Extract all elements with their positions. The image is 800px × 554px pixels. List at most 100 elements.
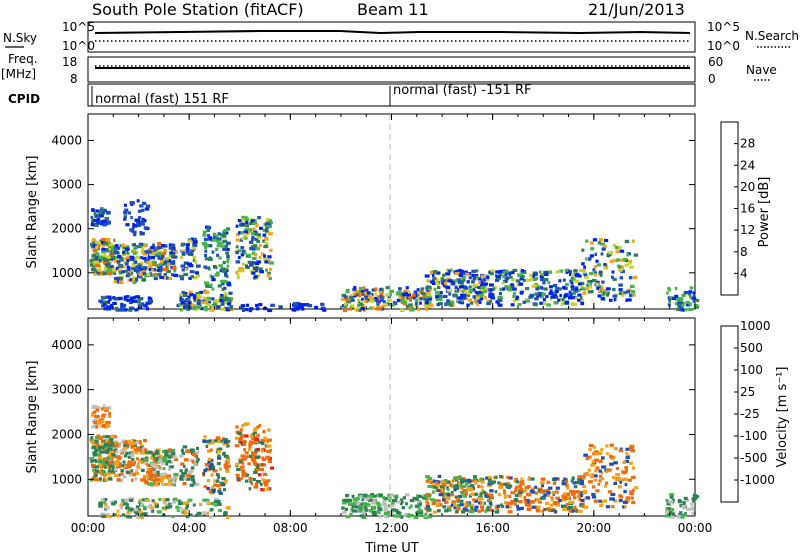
velocity-cell (265, 479, 269, 483)
power-cell (624, 263, 629, 267)
power-cell (257, 216, 261, 220)
power-cell (265, 228, 268, 232)
power-cell (569, 272, 573, 276)
power-cell (385, 293, 390, 297)
velocity-cell (634, 486, 639, 490)
velocity-cell (242, 457, 247, 461)
power-cell (132, 224, 138, 228)
power-cell (180, 264, 186, 268)
power-cell (123, 297, 127, 301)
power-cell (576, 288, 581, 292)
power-cell (254, 237, 259, 241)
velocity-cell (537, 487, 543, 491)
velocity-cell (572, 496, 577, 500)
power-cell (582, 291, 587, 295)
velocity-cell (157, 465, 161, 469)
velocity-cell (617, 485, 622, 489)
velocity-cell (688, 507, 694, 511)
velocity-cell (115, 450, 119, 454)
power-cell (359, 302, 363, 306)
power-cell (147, 296, 151, 300)
power-cell (505, 277, 509, 281)
power-cell (132, 251, 137, 255)
power-cell (216, 299, 220, 303)
velocity-cell (179, 454, 184, 458)
velocity-cell (123, 446, 128, 450)
velocity-cell (133, 510, 139, 514)
velocity-cell (131, 462, 136, 466)
velocity-cell (432, 490, 435, 494)
velocity-cell (142, 512, 148, 516)
power-cell (268, 224, 272, 228)
power-cell (103, 307, 108, 311)
velocity-cell (224, 481, 227, 485)
power-cell (251, 237, 254, 242)
velocity-cell (235, 473, 240, 477)
power-cell (108, 243, 114, 247)
velocity-cell (196, 511, 202, 515)
nsearch-tick-top: 10^5 (707, 20, 740, 34)
velocity-cell (209, 515, 213, 519)
velocity-cell (531, 477, 535, 481)
power-cell (235, 233, 240, 237)
velocity-cell (632, 488, 635, 492)
velocity-cell (408, 513, 414, 517)
power-cell (574, 302, 577, 306)
velocity-cell (460, 480, 464, 484)
power-cell (146, 204, 151, 208)
power-cell (536, 295, 539, 299)
power-cell (424, 301, 429, 305)
power-cell (535, 287, 540, 291)
velocity-cell (526, 507, 532, 511)
power-cell (490, 269, 495, 273)
power-cell (187, 295, 191, 299)
power-cell (603, 266, 609, 270)
velocity-cell (413, 515, 419, 520)
power-cell (618, 291, 623, 295)
velocity-cell (108, 477, 113, 481)
velocity-cell (225, 469, 230, 473)
velocity-colorbar-tick-label: -100 (740, 429, 767, 443)
velocity-cell (93, 414, 98, 418)
velocity-cell (97, 421, 102, 425)
velocity-cell (261, 488, 265, 492)
velocity-cell (105, 421, 110, 425)
velocity-cell (235, 425, 239, 429)
power-cell (360, 290, 365, 294)
power-cell (139, 302, 142, 306)
velocity-cell (251, 437, 255, 441)
velocity-cell (509, 501, 514, 505)
velocity-cell (182, 451, 185, 456)
velocity-cell (605, 481, 609, 485)
velocity-cell (267, 487, 272, 491)
power-cell (192, 258, 196, 262)
velocity-cell (624, 504, 627, 508)
velocity-cell (145, 498, 150, 502)
velocity-cell (173, 483, 177, 487)
power-cell (220, 244, 224, 248)
power-cell (263, 244, 268, 249)
velocity-cell (210, 508, 214, 512)
power-cell (479, 282, 485, 286)
power-cell (612, 287, 616, 292)
power-cell (137, 304, 141, 308)
power-cell (152, 260, 156, 264)
power-cell (510, 283, 514, 287)
power-cell (98, 211, 102, 215)
velocity-cell (204, 498, 210, 502)
velocity-cell (135, 512, 139, 516)
velocity-cell (453, 506, 457, 510)
power-cell (346, 300, 351, 304)
velocity-cell (91, 446, 96, 450)
power-cell (390, 303, 395, 307)
power-cell (132, 243, 136, 247)
velocity-cell (92, 453, 97, 457)
velocity-cell (252, 451, 257, 455)
power-cell (185, 250, 190, 254)
velocity-cell (102, 404, 106, 408)
power-cell (136, 274, 140, 278)
velocity-cell (578, 493, 583, 497)
power-cell (611, 270, 615, 274)
power-cell (161, 251, 166, 255)
